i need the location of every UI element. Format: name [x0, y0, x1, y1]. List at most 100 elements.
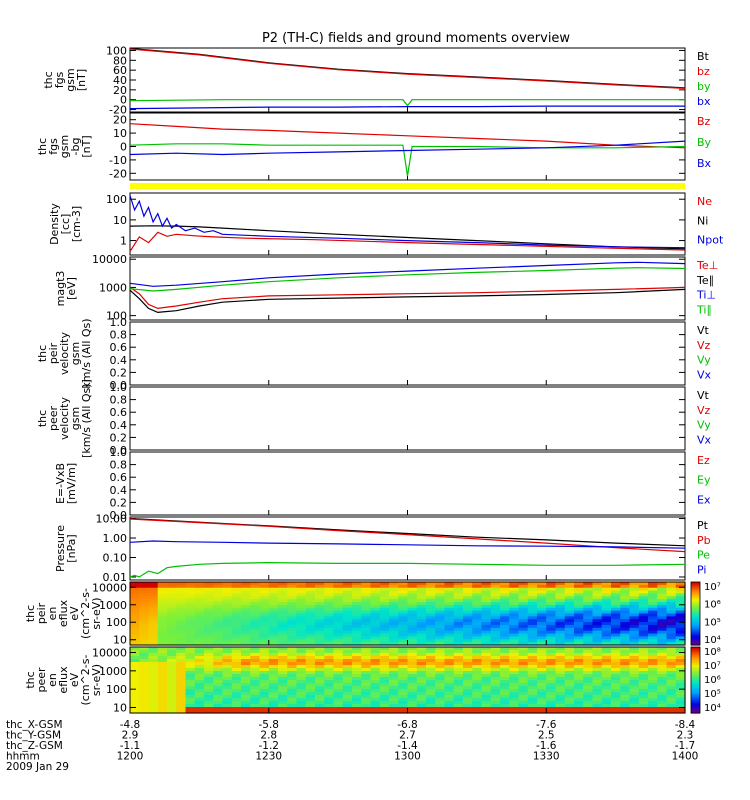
heatmap-cell: [611, 636, 621, 640]
heatmap-cell: [398, 647, 409, 651]
heatmap-cell: [472, 630, 483, 635]
heatmap-cell: [241, 610, 251, 615]
heatmap-cell: [157, 665, 168, 669]
heatmap-cell: [157, 584, 168, 589]
heatmap-cell: [268, 692, 279, 696]
heatmap-cell: [324, 650, 335, 654]
heatmap-cell: [444, 653, 455, 657]
heatmap-cell: [324, 602, 335, 606]
heatmap-cell: [472, 619, 483, 623]
y-tick-label: 10: [113, 127, 127, 140]
heatmap-cell: [194, 671, 205, 675]
heatmap-cell: [167, 619, 177, 623]
heatmap-cell: [333, 653, 344, 657]
heatmap-cell: [564, 689, 575, 693]
heatmap-cell: [213, 602, 224, 606]
heatmap-cell: [537, 633, 547, 638]
heatmap-cell: [213, 683, 224, 687]
heatmap-cell: [472, 656, 483, 660]
heatmap-cell: [463, 668, 473, 672]
heatmap-cell: [250, 671, 261, 675]
heatmap-cell: [139, 683, 150, 687]
heatmap-cell: [657, 653, 668, 657]
heatmap-cell: [472, 613, 483, 617]
heatmap-cell: [546, 647, 557, 651]
heatmap-cell: [416, 636, 427, 640]
heatmap-cell: [518, 647, 529, 651]
heatmap-cell: [435, 607, 446, 612]
heatmap-cell: [601, 689, 612, 693]
heatmap-cell: [435, 710, 446, 714]
heatmap-cell: [583, 662, 594, 666]
heatmap-cell: [333, 639, 344, 643]
heatmap-cell: [592, 689, 603, 693]
heatmap-cell: [130, 662, 140, 666]
heatmap-cell: [287, 639, 298, 643]
heatmap-cell: [453, 698, 464, 702]
heatmap-cell: [287, 593, 298, 597]
heatmap-cell: [287, 662, 298, 666]
heatmap-cell: [130, 619, 140, 623]
heatmap-cell: [472, 587, 483, 592]
heatmap-cell: [352, 686, 362, 690]
heatmap-cell: [315, 613, 325, 617]
heatmap-cell: [407, 656, 418, 660]
heatmap-cell: [481, 587, 492, 592]
colorbar-cell: [691, 599, 700, 602]
heatmap-cell: [185, 647, 196, 651]
heatmap-cell: [157, 677, 168, 681]
heatmap-cell: [194, 593, 205, 597]
heatmap-cell: [333, 596, 344, 600]
heatmap-cell: [629, 665, 640, 669]
heatmap-cell: [361, 619, 372, 623]
heatmap-cell: [527, 650, 538, 654]
heatmap-cell: [463, 602, 473, 606]
y-axis-label: km/s (All Qs): [80, 318, 93, 388]
heatmap-cell: [287, 671, 298, 675]
heatmap-cell: [527, 627, 538, 632]
heatmap-cell: [546, 642, 557, 646]
heatmap-cell: [518, 624, 529, 629]
heatmap-cell: [592, 642, 603, 646]
heatmap-cell: [296, 587, 307, 592]
heatmap-cell: [444, 683, 455, 687]
heatmap-cell: [241, 659, 251, 663]
heatmap-cell: [518, 710, 529, 714]
heatmap-cell: [139, 656, 150, 660]
heatmap-cell: [416, 582, 427, 586]
heatmap-cell: [342, 619, 353, 623]
heatmap-cell: [305, 590, 316, 595]
colorbar-cell: [691, 629, 700, 632]
heatmap-cell: [416, 695, 427, 699]
colorbar-tick-label: 10⁸: [704, 647, 721, 658]
heatmap-cell: [537, 630, 547, 635]
heatmap-cell: [250, 647, 261, 651]
heatmap-cell: [583, 584, 594, 589]
heatmap-cell: [204, 596, 214, 600]
heatmap-cell: [213, 686, 224, 690]
heatmap-cell: [157, 642, 168, 646]
heatmap-cell: [157, 636, 168, 640]
heatmap-cell: [638, 616, 649, 620]
heatmap-cell: [370, 647, 381, 651]
colorbar-cell: [691, 621, 700, 624]
colorbar-cell: [691, 665, 700, 668]
heatmap-cell: [592, 587, 603, 592]
heatmap-cell: [342, 686, 353, 690]
heatmap-cell: [435, 695, 446, 699]
heatmap-cell: [444, 607, 455, 612]
y-tick-label: 0.2: [110, 366, 128, 379]
heatmap-cell: [361, 668, 372, 672]
heatmap-cell: [389, 602, 399, 606]
heatmap-cell: [342, 701, 353, 705]
heatmap-cell: [370, 665, 381, 669]
heatmap-cell: [407, 642, 418, 646]
heatmap-cell: [666, 695, 677, 699]
heatmap-cell: [555, 636, 566, 640]
heatmap-cell: [490, 653, 501, 657]
colorbar-cell: [691, 653, 700, 656]
heatmap-cell: [278, 659, 288, 663]
heatmap-cell: [472, 710, 483, 714]
heatmap-cell: [148, 599, 159, 603]
heatmap-cell: [305, 602, 316, 606]
